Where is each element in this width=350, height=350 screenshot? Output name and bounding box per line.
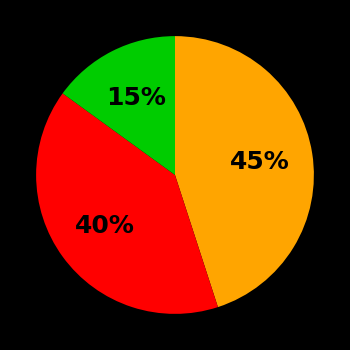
Text: 40%: 40% bbox=[75, 214, 135, 238]
Wedge shape bbox=[36, 93, 218, 314]
Wedge shape bbox=[175, 36, 314, 307]
Wedge shape bbox=[63, 36, 175, 175]
Text: 45%: 45% bbox=[230, 149, 290, 174]
Text: 15%: 15% bbox=[106, 86, 166, 110]
